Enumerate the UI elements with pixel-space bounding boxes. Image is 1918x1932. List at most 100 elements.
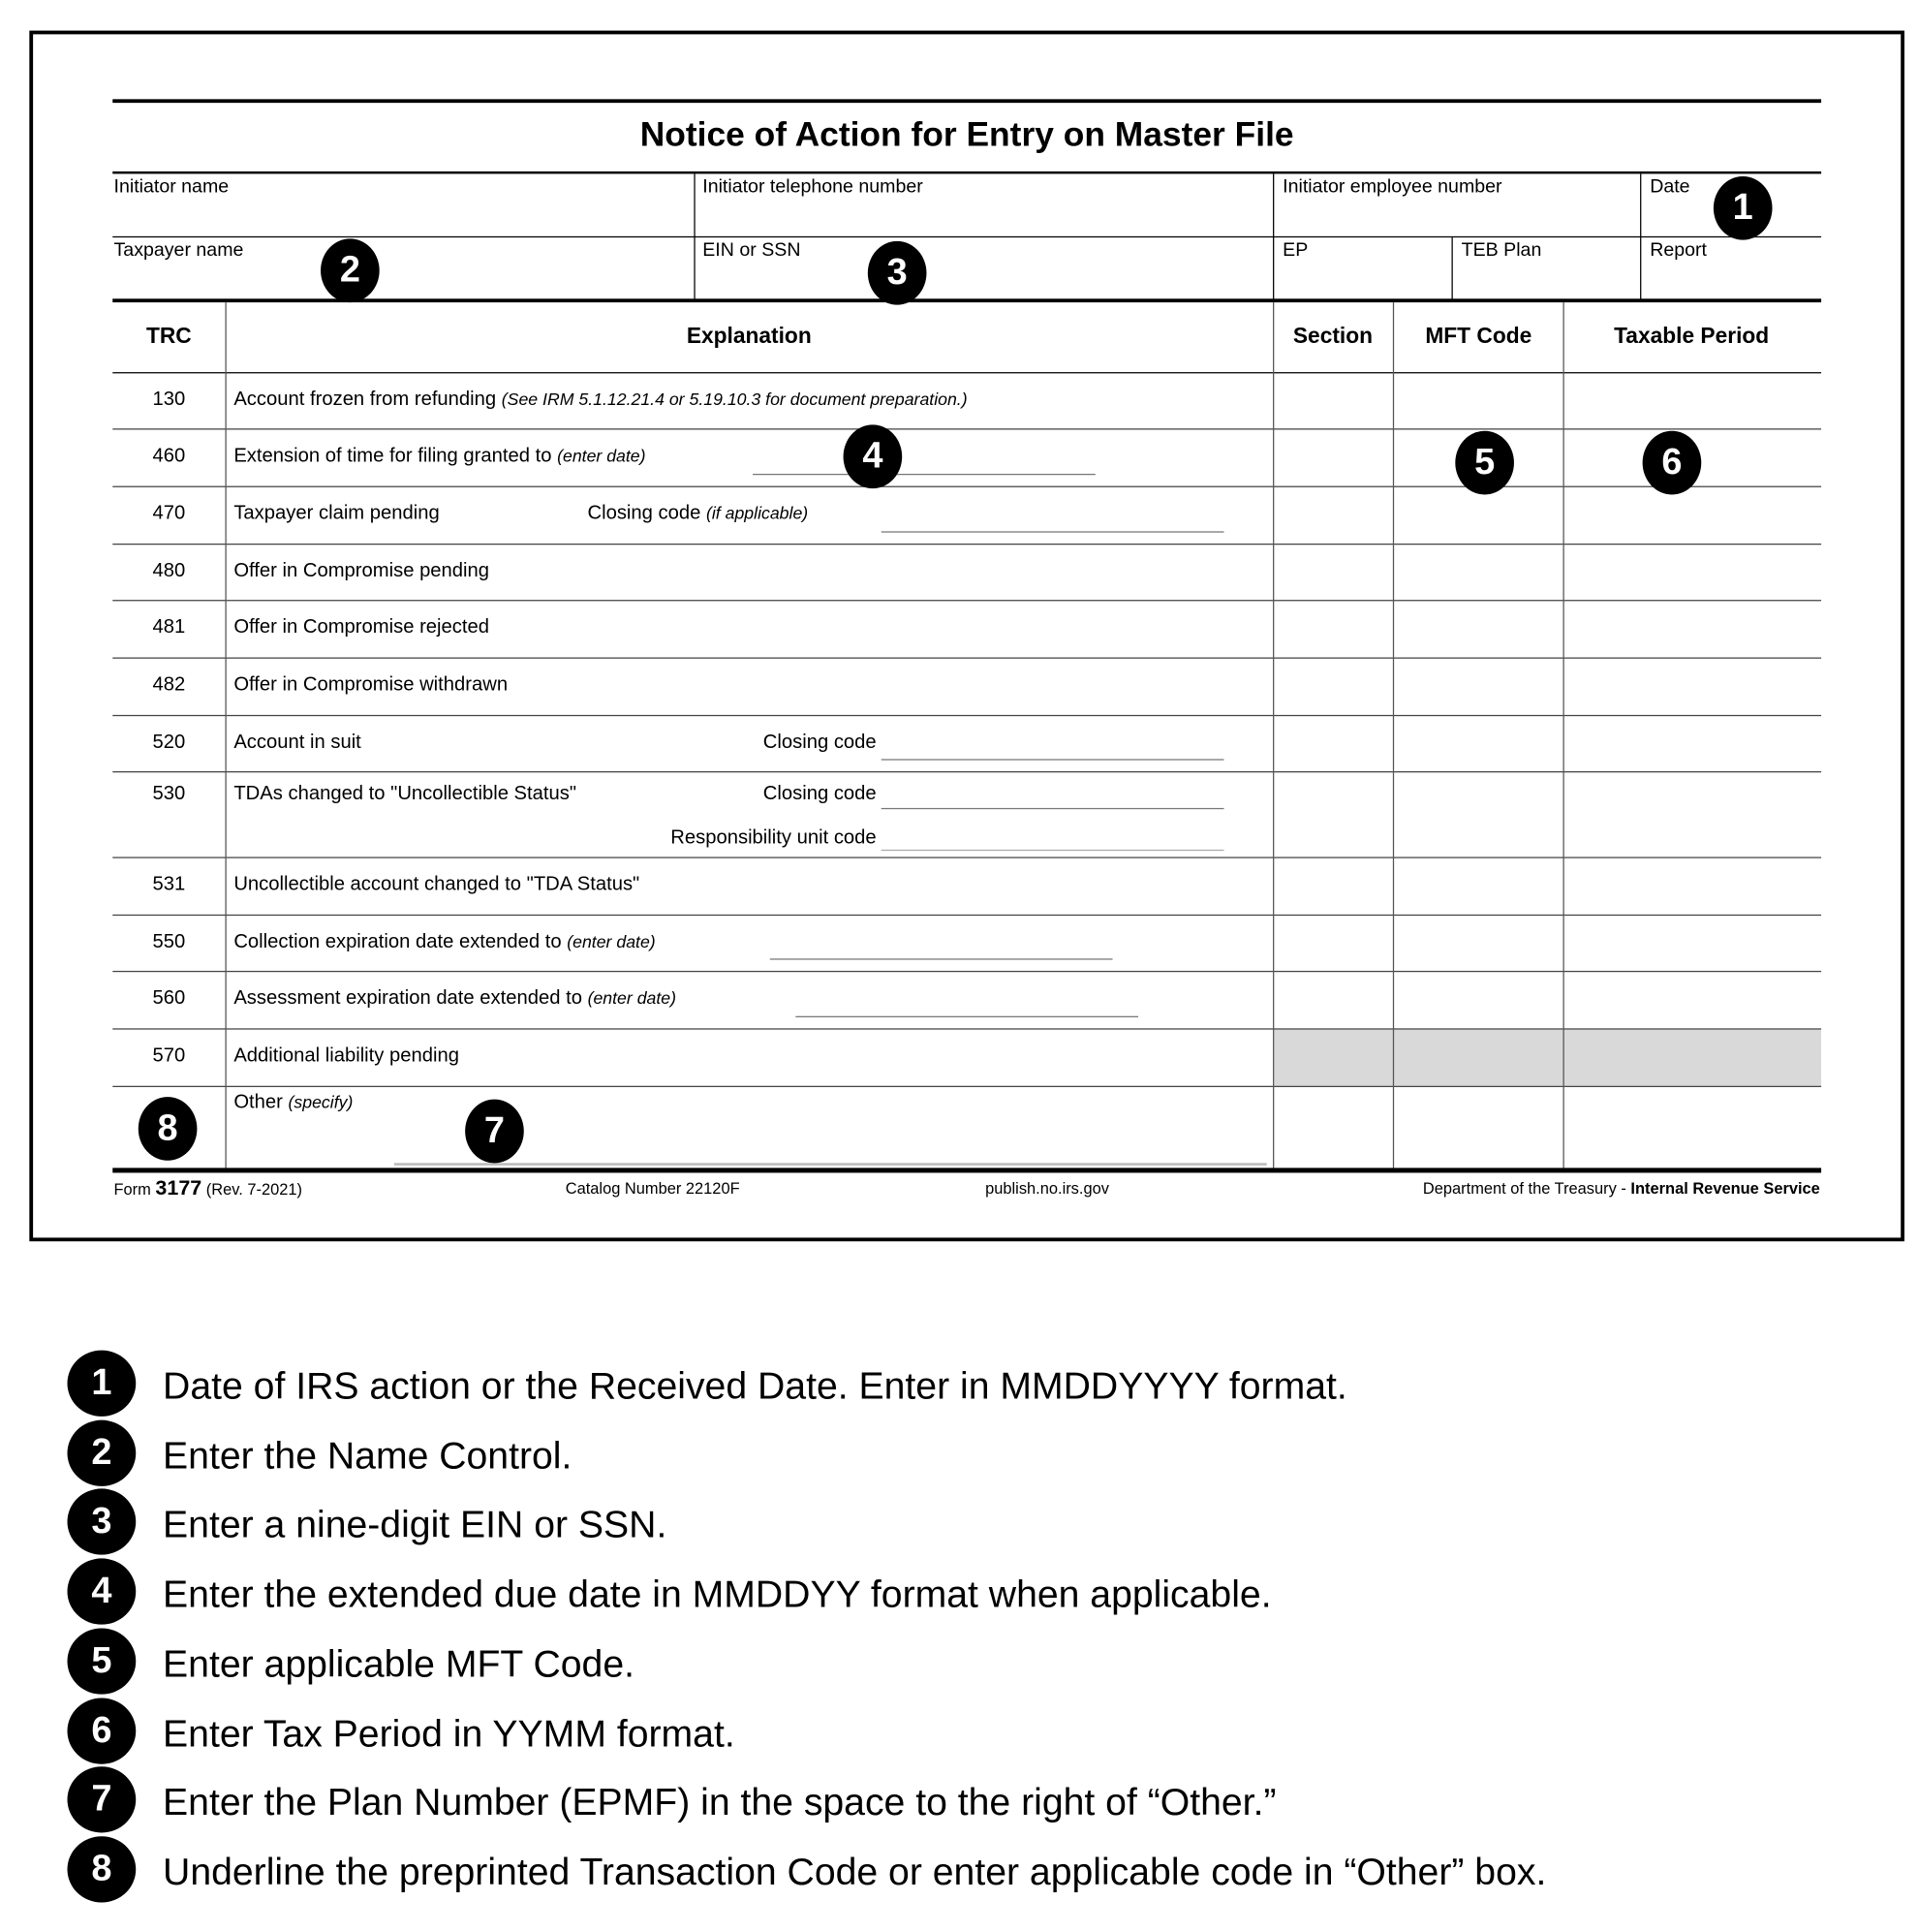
trc-code[interactable]: 481 (152, 616, 186, 639)
explanation-note: (specify) (288, 1092, 354, 1112)
legend-text: Enter the extended due date in MMDDYY fo… (163, 1573, 1272, 1616)
explanation-text: Account frozen from refunding (233, 389, 497, 411)
entry-line[interactable] (881, 759, 1224, 761)
initiator-telephone-field[interactable]: Initiator telephone number (702, 175, 923, 198)
divider (1273, 173, 1275, 300)
explanation-text: Collection expiration date extended to (233, 931, 562, 953)
row-rule (112, 600, 1822, 602)
report-field[interactable]: Report (1650, 239, 1707, 262)
teb-plan-field[interactable]: TEB Plan (1461, 239, 1542, 262)
form-prefix: Form (113, 1180, 151, 1199)
agency-name: Internal Revenue Service (1630, 1178, 1820, 1198)
table-row[interactable]: 460 Extension of time for filing granted … (112, 428, 1821, 485)
trc-code[interactable]: 570 (152, 1045, 186, 1067)
explanation-note: (See IRM 5.1.12.21.4 or 5.19.10.3 for do… (501, 389, 968, 410)
closing-code-text: Closing code (762, 732, 877, 754)
entry-line[interactable] (393, 1163, 1267, 1166)
entry-line[interactable] (769, 958, 1113, 960)
legend-callout-1: 1 (67, 1350, 137, 1417)
explanation: Assessment expiration date extended to (… (233, 988, 676, 1009)
explanation-text: Uncollectible account changed to "TDA St… (233, 874, 640, 895)
ein-ssn-field[interactable]: EIN or SSN (702, 239, 801, 262)
callout-5: 5 (1455, 430, 1514, 495)
trc-code[interactable]: 130 (152, 389, 186, 411)
explanation-text: TDAs changed to "Uncollectible Status" (233, 783, 577, 805)
explanation: Extension of time for filing granted to … (233, 447, 645, 466)
table-row[interactable]: 482 Offer in Compromise withdrawn (112, 657, 1821, 714)
entry-line[interactable] (795, 1015, 1139, 1017)
legend-callout-3: 3 (67, 1488, 137, 1556)
divider (225, 302, 227, 1169)
callout-2: 2 (321, 238, 380, 303)
column-header-section: Section (1292, 323, 1374, 348)
trc-code[interactable]: 482 (152, 674, 186, 696)
date-field[interactable]: Date (1650, 175, 1690, 198)
explanation-text: Account in suit (233, 732, 361, 754)
trc-code[interactable]: 560 (152, 987, 186, 1010)
legend-callout-2: 2 (67, 1419, 137, 1486)
closing-code-text: Closing code (762, 783, 877, 805)
legend-text: Date of IRS action or the Received Date.… (163, 1364, 1347, 1408)
explanation: Collection expiration date extended to (… (233, 931, 655, 953)
table-row[interactable]: 470 Taxpayer claim pending Closing code (i… (112, 486, 1821, 544)
responsibility-unit-code-label: Responsibility unit code (670, 827, 877, 849)
explanation: Offer in Compromise rejected (233, 617, 489, 638)
initiator-employee-number-field[interactable]: Initiator employee number (1283, 175, 1502, 198)
form-number-value: 3177 (155, 1176, 202, 1200)
column-header-trc: TRC (145, 323, 192, 348)
explanation-text: Other (233, 1092, 283, 1113)
ep-field[interactable]: EP (1283, 239, 1309, 262)
trc-code[interactable]: 470 (152, 503, 186, 524)
trc-code[interactable]: 480 (152, 560, 186, 582)
column-header-explanation: Explanation (686, 323, 812, 348)
entry-line[interactable] (753, 473, 1096, 476)
table-row[interactable]: 570 Additional liability pending (112, 1028, 1821, 1085)
explanation-text: Taxpayer claim pending (233, 503, 440, 524)
form-title: Notice of Action for Entry on Master Fil… (639, 114, 1294, 153)
table-row[interactable]: 480 Offer in Compromise pending (112, 544, 1821, 600)
trc-code[interactable]: 520 (152, 732, 186, 754)
entry-line[interactable] (881, 531, 1224, 533)
explanation: Account frozen from refunding (See IRM 5… (233, 390, 967, 410)
publish-site: publish.no.irs.gov (985, 1178, 1109, 1198)
trc-code[interactable]: 530 (152, 783, 186, 805)
row-rule (112, 1085, 1822, 1087)
row-rule (112, 543, 1822, 545)
row-rule (112, 372, 1822, 374)
table-row[interactable]: 530 TDAs changed to "Uncollectible Status… (112, 771, 1821, 857)
divider (1392, 302, 1395, 1169)
row-rule (112, 485, 1822, 487)
entry-line[interactable] (881, 849, 1224, 852)
taxpayer-name-field[interactable]: Taxpayer name (113, 239, 244, 262)
row-rule (112, 1028, 1822, 1030)
form-border (29, 30, 1905, 1242)
legend-text: Enter Tax Period in YYMM format. (163, 1711, 735, 1755)
closing-code-label: Closing code (762, 732, 877, 754)
column-header-taxable-period: Taxable Period (1614, 323, 1770, 348)
catalog-number: Catalog Number 22120F (565, 1178, 740, 1198)
bottom-rule (112, 1168, 1822, 1173)
explanation-note: (enter date) (557, 445, 646, 466)
divider (1273, 302, 1275, 1169)
explanation: Taxpayer claim pending (233, 503, 440, 524)
table-row[interactable]: Other (specify) (112, 1086, 1821, 1169)
table-row[interactable]: 130 Account frozen from refunding (See IR… (112, 372, 1821, 428)
explanation: Uncollectible account changed to "TDA St… (233, 875, 639, 894)
closing-code-text: Closing code (587, 503, 701, 524)
trc-code[interactable]: 550 (152, 931, 186, 953)
explanation-text: Additional liability pending (233, 1045, 459, 1067)
divider (1451, 237, 1453, 300)
legend-callout-8: 8 (67, 1836, 137, 1903)
department: Department of the Treasury - Internal Re… (1423, 1180, 1820, 1196)
initiator-name-field[interactable]: Initiator name (113, 175, 230, 198)
table-row[interactable]: 520 Account in suit Closing code (112, 715, 1821, 771)
table-row[interactable]: 560 Assessment expiration date extended t… (112, 971, 1821, 1028)
table-row[interactable]: 481 Offer in Compromise rejected (112, 600, 1821, 657)
entry-line[interactable] (881, 807, 1224, 810)
legend-text: Enter a nine-digit EIN or SSN. (163, 1503, 667, 1546)
trc-code[interactable]: 460 (152, 445, 186, 467)
table-row[interactable]: 550 Collection expiration date extended t… (112, 915, 1821, 971)
table-row[interactable]: 531 Uncollectible account changed to "TDA… (112, 857, 1821, 914)
trc-code[interactable]: 531 (152, 874, 186, 895)
